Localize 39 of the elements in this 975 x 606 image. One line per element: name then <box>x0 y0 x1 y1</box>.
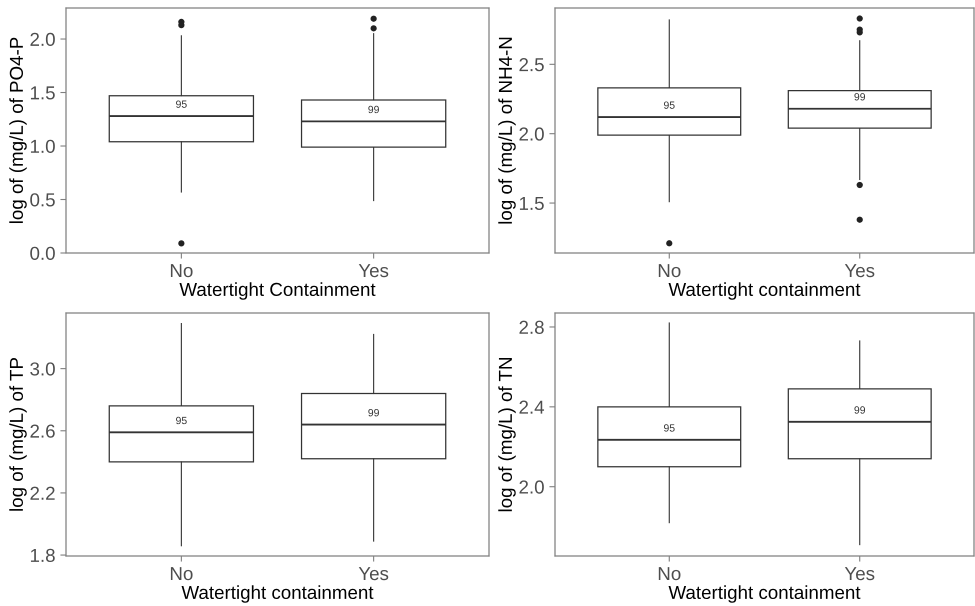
y-tick-label: 2.2 <box>30 486 55 500</box>
x-tick-label: Yes <box>358 264 388 278</box>
x-tick-label: No <box>658 567 680 580</box>
x-axis-title: Watertight containment <box>668 585 860 603</box>
annotation: 99 <box>368 409 379 416</box>
x-axis-title: Watertight Containment <box>179 282 376 300</box>
annotation: 95 <box>664 424 675 432</box>
y-tick-label: 2.4 <box>519 400 544 414</box>
y-tick-label: 1.5 <box>30 86 55 100</box>
annotation: 99 <box>854 406 866 414</box>
annotation: 95 <box>664 101 675 109</box>
annotation: 99 <box>368 106 379 114</box>
y-tick-label: 3.0 <box>30 362 55 376</box>
y-tick-label: 2.5 <box>519 58 544 72</box>
annotation: 95 <box>176 416 187 424</box>
x-tick-label: No <box>170 567 193 580</box>
y-tick-label: 0.0 <box>30 246 55 260</box>
y-tick-label: 2.8 <box>519 320 544 334</box>
annotation: 99 <box>854 93 866 100</box>
y-tick-label: 2.0 <box>30 32 55 46</box>
x-tick-label: No <box>170 264 193 278</box>
y-axis-title: log of (mg/L) of NH4-N <box>498 38 516 224</box>
x-tick-label: Yes <box>844 264 874 278</box>
y-tick-label: 2.0 <box>519 127 544 141</box>
x-tick-label: Yes <box>358 567 388 580</box>
x-axis-title: Watertight containment <box>182 585 374 603</box>
y-tick-label: 2.6 <box>30 424 55 438</box>
y-tick-label: 1.0 <box>30 140 55 153</box>
x-tick-label: Yes <box>844 567 874 580</box>
y-tick-label: 1.8 <box>30 548 55 562</box>
annotation: 95 <box>176 100 187 108</box>
y-axis-title: log of (mg/L) of PO4-P <box>9 38 27 224</box>
y-tick-label: 1.5 <box>520 196 544 210</box>
y-tick-label: 0.5 <box>30 193 55 206</box>
y-axis-title: log of (mg/L) of TN <box>498 358 516 512</box>
y-axis-title: log of (mg/L) of TP <box>9 358 27 511</box>
x-tick-label: No <box>658 264 680 278</box>
y-tick-label: 2.0 <box>519 480 544 494</box>
x-axis-title: Watertight containment <box>668 282 860 300</box>
